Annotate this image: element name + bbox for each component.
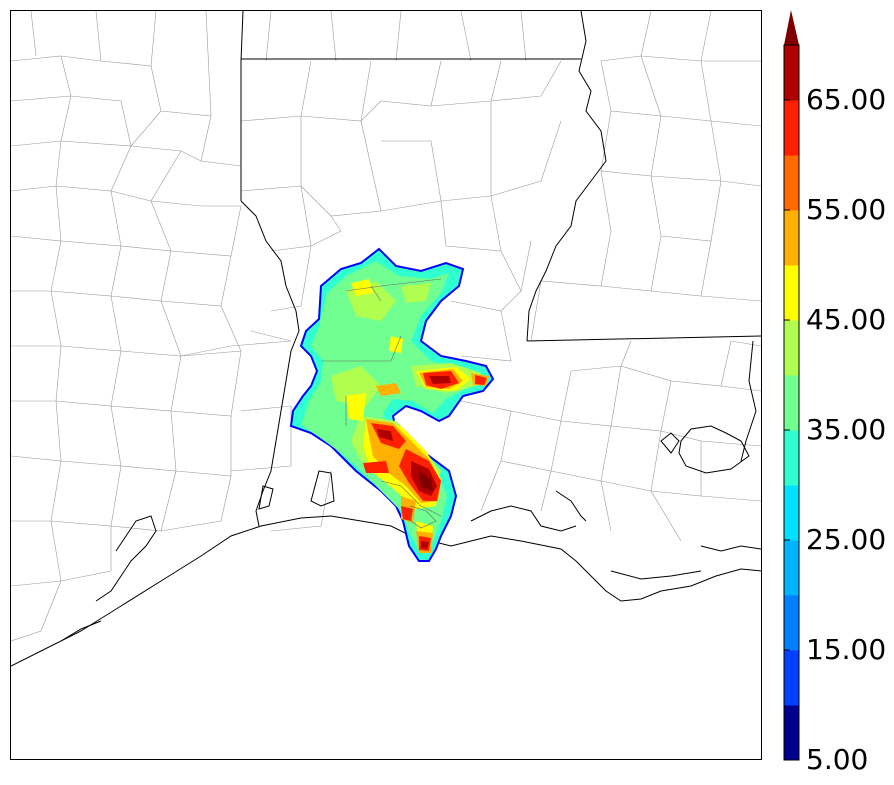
colorbar-segment [784, 540, 799, 596]
colorbar-border [783, 44, 800, 761]
map-canvas [11, 11, 761, 667]
colorbar-label-15: 15.00 [806, 633, 887, 666]
colorbar-label-65: 65.00 [806, 83, 887, 116]
map-panel [10, 10, 762, 760]
parish-lines-overlay [321, 278, 442, 529]
colorbar-segment [784, 100, 799, 156]
colorbar-segment [784, 320, 799, 376]
colorbar-segment [784, 430, 799, 486]
colorbar-label-25: 25.00 [806, 523, 887, 556]
colorbar-segment [784, 595, 799, 651]
county-boundaries [11, 11, 761, 642]
colorbar-segment [784, 265, 799, 321]
colorbar-ticks [784, 99, 790, 761]
colorbar-label-5: 5.00 [806, 743, 869, 776]
colorbar-segment [784, 650, 799, 706]
colorbar-segment [784, 45, 799, 101]
precip-field [289, 247, 495, 562]
colorbar-label-45: 45.00 [806, 303, 887, 336]
colorbar-label-35: 35.00 [806, 413, 887, 446]
colorbar-segment [784, 375, 799, 431]
colorbar-segment [784, 705, 799, 761]
colorbar-label-55: 55.00 [806, 193, 887, 226]
colorbar-segment [784, 210, 799, 266]
colorbar-segment [784, 485, 799, 541]
colorbar-extend-arrow [784, 10, 799, 45]
colorbar-segment [784, 155, 799, 211]
colorbar-segments [784, 45, 799, 761]
